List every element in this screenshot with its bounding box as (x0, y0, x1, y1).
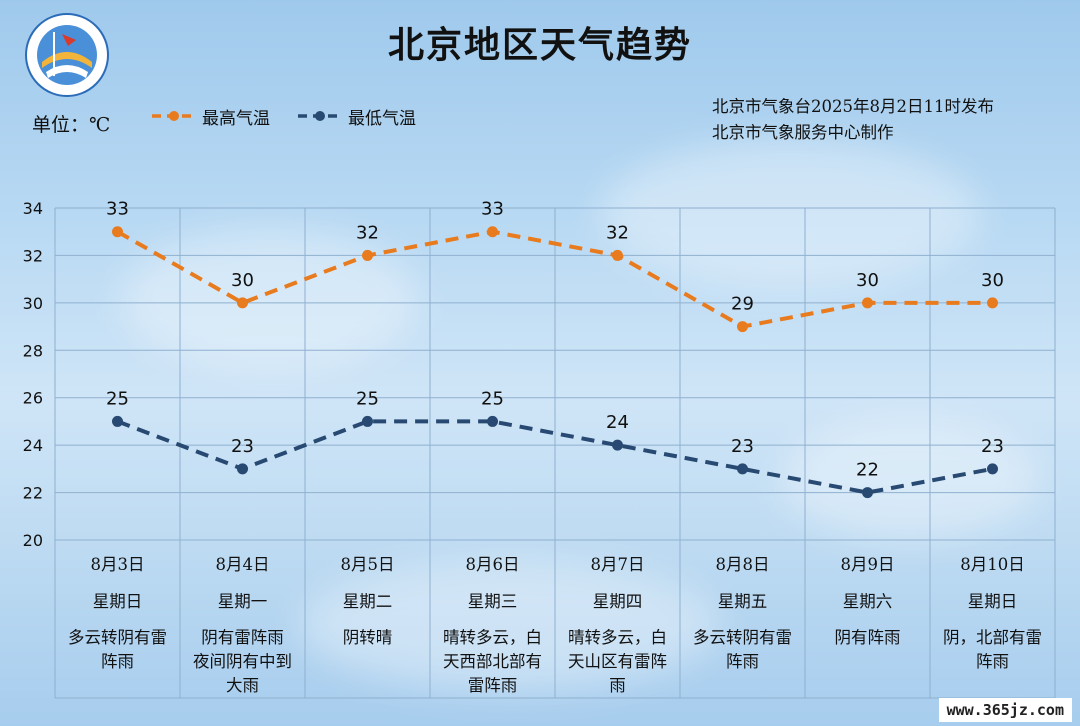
weather-label: 夜间阴有中到 (193, 652, 292, 671)
data-label: 25 (481, 388, 504, 409)
weather-label: 阴有雷阵雨 (201, 628, 284, 647)
unit-label: 单位：℃ (32, 114, 111, 136)
x-tick-label: 8月10日 (960, 555, 1025, 574)
weather-label: 阴转晴 (343, 628, 393, 647)
data-point (612, 439, 623, 451)
weekday-label: 星期日 (93, 592, 143, 611)
data-label: 25 (356, 388, 379, 409)
y-tick-label: 24 (23, 436, 43, 455)
data-point (112, 226, 123, 238)
legend-label-high: 最高气温 (202, 108, 270, 129)
data-label: 25 (106, 388, 129, 409)
weather-label: 阵雨 (101, 652, 134, 671)
data-label: 23 (731, 436, 754, 457)
data-label: 24 (606, 412, 629, 433)
legend-item-low: 最低气温 (296, 104, 416, 129)
weekday-label: 星期六 (843, 592, 893, 611)
y-tick-label: 32 (23, 246, 43, 265)
x-tick-label: 8月4日 (216, 555, 270, 574)
x-tick-label: 8月6日 (466, 555, 520, 574)
x-tick-label: 8月3日 (91, 555, 145, 574)
weather-label: 晴转多云，白 (568, 628, 667, 647)
data-point (487, 226, 498, 238)
data-point (862, 297, 873, 309)
data-label: 30 (231, 270, 254, 291)
legend-label-low: 最低气温 (348, 108, 416, 129)
data-label: 30 (856, 270, 879, 291)
weather-label: 大雨 (226, 676, 259, 695)
weather-label: 阵雨 (976, 652, 1009, 671)
data-point (737, 463, 748, 475)
data-label: 33 (481, 199, 504, 220)
data-point (612, 249, 623, 261)
data-point (112, 415, 123, 427)
y-tick-label: 28 (23, 341, 43, 360)
weather-label: 阴，北部有雷 (943, 628, 1042, 647)
weather-label: 天西部北部有 (443, 652, 542, 671)
data-point (862, 487, 873, 499)
y-tick-label: 22 (23, 484, 43, 503)
data-point (237, 297, 248, 309)
legend-swatch-low (298, 111, 342, 121)
weekday-label: 星期四 (593, 592, 643, 611)
weather-label: 雨 (609, 676, 626, 695)
legend-swatch-high (152, 111, 196, 121)
data-label: 32 (356, 222, 379, 243)
x-tick-label: 8月8日 (716, 555, 770, 574)
data-point (987, 463, 998, 475)
weather-label: 多云转阴有雷 (693, 628, 792, 647)
data-point (362, 249, 373, 261)
y-tick-label: 34 (23, 199, 43, 218)
issuer-line-1: 北京市气象台2025年8月2日11时发布 (712, 97, 994, 116)
x-tick-label: 8月5日 (341, 555, 395, 574)
legend-item-high: 最高气温 (150, 104, 270, 129)
site-watermark: www.365jz.com (938, 698, 1072, 722)
weather-label: 晴转多云，白 (443, 628, 542, 647)
weekday-label: 星期日 (968, 592, 1018, 611)
x-tick-label: 8月9日 (841, 555, 895, 574)
y-tick-label: 30 (23, 294, 43, 313)
weather-label: 雷阵雨 (468, 676, 518, 695)
weekday-label: 星期一 (218, 592, 268, 611)
weather-label: 天山区有雷阵 (568, 652, 667, 671)
x-tick-label: 8月7日 (591, 555, 645, 574)
data-point (362, 415, 373, 427)
weekday-label: 星期五 (718, 592, 768, 611)
data-point (987, 297, 998, 309)
data-label: 23 (981, 436, 1004, 457)
data-label: 22 (856, 460, 879, 481)
y-tick-label: 20 (23, 531, 43, 550)
data-label: 33 (106, 199, 129, 220)
weather-label: 阴有阵雨 (835, 628, 901, 647)
meteorological-service-logo (25, 13, 109, 97)
weather-label: 阵雨 (726, 652, 759, 671)
weather-label: 多云转阴有雷 (68, 628, 167, 647)
page-title: 北京地区天气趋势 (387, 24, 692, 66)
data-label: 32 (606, 222, 629, 243)
data-point (737, 321, 748, 333)
issuer-info: 北京市气象台2025年8月2日11时发布 北京市气象服务中心制作 (712, 94, 994, 146)
weekday-label: 星期二 (343, 592, 393, 611)
data-point (487, 415, 498, 427)
data-point (237, 463, 248, 475)
y-tick-label: 26 (23, 389, 43, 408)
series-line-high (116, 229, 993, 329)
series-line-low (116, 419, 993, 495)
issuer-line-2: 北京市气象服务中心制作 (712, 123, 894, 142)
data-label: 29 (731, 294, 754, 315)
data-label: 30 (981, 270, 1004, 291)
data-label: 23 (231, 436, 254, 457)
weekday-label: 星期三 (468, 592, 518, 611)
